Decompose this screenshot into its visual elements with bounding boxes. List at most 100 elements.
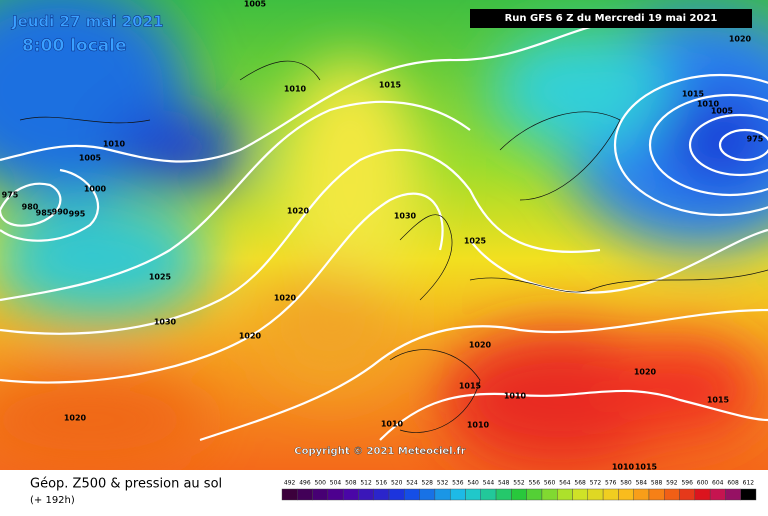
isobar-label: 1020 bbox=[274, 294, 297, 303]
isobar-label: 1015 bbox=[379, 81, 402, 90]
legend-swatch bbox=[449, 488, 466, 501]
isobar-label: 1000 bbox=[84, 185, 107, 194]
isobar-label: 1020 bbox=[64, 414, 87, 423]
legend-swatch bbox=[342, 488, 359, 501]
legend-swatch bbox=[618, 488, 634, 501]
isobar-label: 1010 bbox=[697, 100, 720, 109]
legend-label: 592 bbox=[666, 480, 678, 487]
legend-label: 524 bbox=[406, 480, 418, 487]
legend-label: 588 bbox=[651, 480, 663, 487]
legend-swatch bbox=[465, 488, 481, 501]
isobar-label: 1030 bbox=[394, 212, 417, 221]
legend-swatch bbox=[725, 488, 741, 501]
color-legend: 492 496 500 504 508 512 516 520 524 528 532 536 540 5… bbox=[281, 480, 757, 501]
isobar-label: 1010 bbox=[103, 140, 126, 149]
legend-swatch bbox=[358, 488, 374, 501]
legend-swatch bbox=[572, 488, 589, 501]
legend-label: 504 bbox=[330, 480, 342, 487]
isobar-label: 1030 bbox=[154, 318, 177, 327]
isobar-label: 1020 bbox=[469, 341, 492, 350]
isobar-label: 1015 bbox=[682, 90, 705, 99]
legend-swatch bbox=[388, 488, 405, 501]
isobar-label: 975 bbox=[2, 191, 19, 200]
isobar-label: 990 bbox=[52, 208, 69, 217]
isobar-label: 1015 bbox=[635, 463, 658, 472]
legend-swatch bbox=[709, 488, 726, 501]
isobar-label: 1015 bbox=[459, 382, 482, 391]
legend-swatch bbox=[694, 488, 711, 501]
isobar-label: 975 bbox=[747, 135, 764, 144]
legend-label: 500 bbox=[314, 480, 326, 487]
legend-swatch bbox=[312, 488, 329, 501]
legend-swatch bbox=[434, 488, 451, 501]
legend-label: 536 bbox=[452, 480, 464, 487]
legend-swatch bbox=[679, 488, 696, 501]
isobar-label: 995 bbox=[69, 210, 86, 219]
isobar-label: 1010 bbox=[284, 85, 307, 94]
legend-label: 548 bbox=[498, 480, 510, 487]
isobar-label: 980 bbox=[22, 203, 39, 212]
legend-swatch bbox=[281, 488, 298, 501]
legend-label: 552 bbox=[513, 480, 525, 487]
legend-label: 608 bbox=[727, 480, 739, 487]
legend-swatch bbox=[511, 488, 527, 501]
isobar-label: 1020 bbox=[239, 332, 262, 341]
legend-label: 528 bbox=[422, 480, 434, 487]
legend-label: 600 bbox=[697, 480, 709, 487]
coastlines bbox=[19, 60, 768, 433]
legend-label: 612 bbox=[743, 480, 755, 487]
legend-label: 564 bbox=[559, 480, 571, 487]
legend-swatch bbox=[297, 488, 313, 501]
legend-swatch bbox=[419, 488, 436, 501]
isobar-label: 1025 bbox=[149, 273, 172, 282]
footer-lead: (+ 192h) bbox=[30, 495, 75, 506]
footer-title: Géop. Z500 & pression au sol bbox=[30, 477, 222, 492]
run-box bbox=[470, 9, 752, 28]
legend-swatch bbox=[373, 488, 390, 501]
legend-swatch bbox=[740, 488, 757, 501]
legend-swatch bbox=[480, 488, 497, 501]
legend-label: 556 bbox=[529, 480, 541, 487]
valid-date: Jeudi 27 mai 2021 bbox=[11, 13, 164, 31]
legend-swatch bbox=[495, 488, 512, 501]
isobar-label: 1005 bbox=[711, 107, 734, 116]
legend-swatch bbox=[404, 488, 420, 501]
legend-label: 604 bbox=[712, 480, 724, 487]
legend-swatch bbox=[557, 488, 573, 501]
legend-label: 512 bbox=[360, 480, 372, 487]
local-time: 8:00 locale bbox=[22, 36, 127, 56]
legend-label: 572 bbox=[590, 480, 602, 487]
copyright: Copyright © 2021 Meteociel.fr bbox=[294, 446, 465, 457]
legend-swatch bbox=[602, 488, 619, 501]
legend-swatch bbox=[648, 488, 665, 501]
legend-label: 516 bbox=[376, 480, 388, 487]
legend-label: 520 bbox=[391, 480, 403, 487]
legend-label: 584 bbox=[636, 480, 648, 487]
isobar-label: 1015 bbox=[707, 396, 730, 405]
legend-label: 560 bbox=[544, 480, 556, 487]
legend-swatch bbox=[327, 488, 344, 501]
legend-swatch bbox=[541, 488, 558, 501]
legend-label: 508 bbox=[345, 480, 357, 487]
legend-label: 596 bbox=[681, 480, 693, 487]
isobar-label: 1025 bbox=[464, 237, 487, 246]
isobars bbox=[0, 18, 768, 442]
legend-label: 580 bbox=[620, 480, 632, 487]
legend-label: 568 bbox=[574, 480, 586, 487]
legend-label: 576 bbox=[605, 480, 617, 487]
isobar-label: 1020 bbox=[287, 207, 310, 216]
isobar-label: 1020 bbox=[729, 35, 752, 44]
isobar-label: 1010 bbox=[381, 420, 404, 429]
isobar-label: 985 bbox=[36, 209, 53, 218]
legend-label: 532 bbox=[437, 480, 449, 487]
legend-label: 492 bbox=[284, 480, 296, 487]
legend-swatch bbox=[633, 488, 650, 501]
isobar-label: 1010 bbox=[504, 392, 527, 401]
isobar-label: 1010 bbox=[467, 421, 490, 430]
legend-label: 540 bbox=[467, 480, 479, 487]
legend-swatch bbox=[664, 488, 680, 501]
isobar-label: 1005 bbox=[79, 154, 102, 163]
legend-swatch bbox=[526, 488, 543, 501]
